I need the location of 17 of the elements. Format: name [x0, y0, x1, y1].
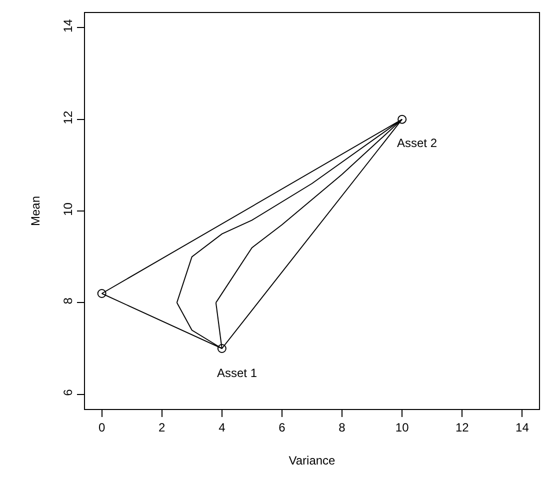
y-tick-label: 12 — [61, 110, 76, 124]
x-tick-label: 0 — [98, 420, 106, 434]
y-tick-label: 6 — [61, 388, 76, 396]
x-tick-label: 12 — [455, 420, 470, 434]
y-tick-label: 14 — [61, 18, 76, 33]
annotation: Asset 1 — [217, 366, 258, 380]
x-tick-label: 6 — [278, 420, 286, 434]
x-tick-label: 10 — [395, 420, 410, 434]
x-tick-label: 14 — [516, 420, 530, 434]
y-tick-label: 8 — [61, 297, 76, 304]
annotation: Asset 2 — [397, 136, 438, 150]
x-axis-title: Variance — [288, 453, 336, 468]
y-tick-label: 10 — [61, 202, 76, 216]
x-tick-label: 4 — [218, 420, 226, 434]
y-axis-title: Mean — [28, 196, 42, 226]
x-tick-label: 8 — [338, 420, 346, 434]
x-tick-label: 2 — [158, 420, 166, 434]
